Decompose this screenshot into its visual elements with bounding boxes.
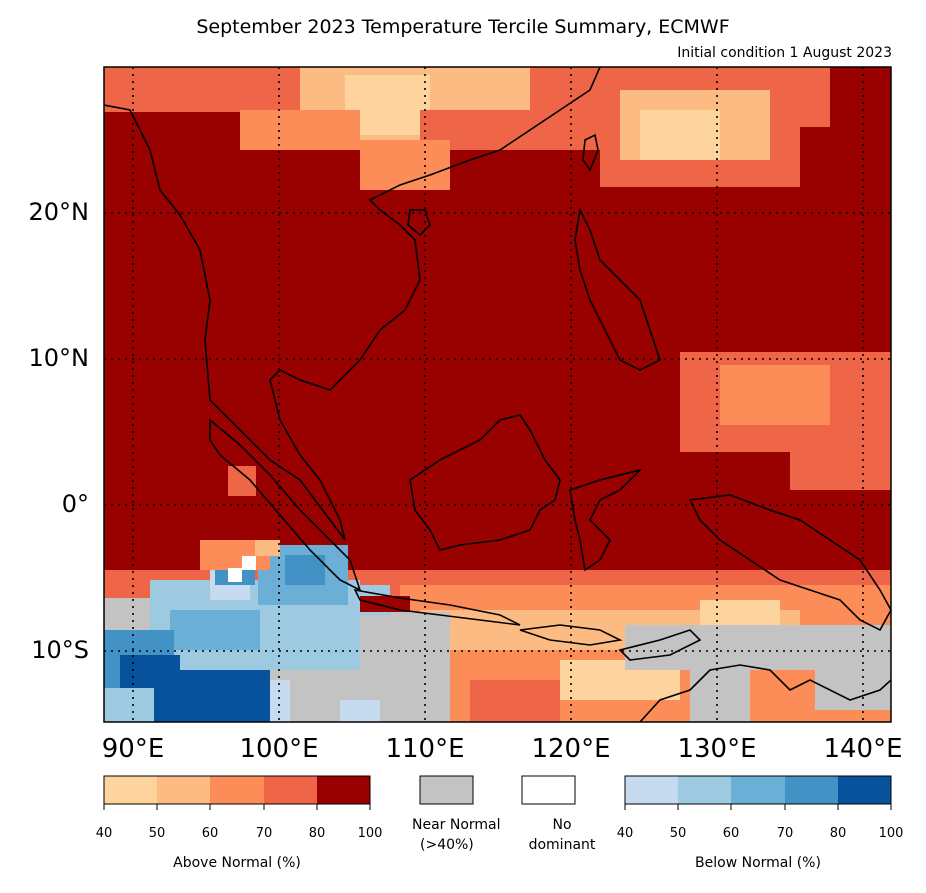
above-tick-80: 80 (308, 826, 326, 841)
map-title: September 2023 Temperature Tercile Summa… (196, 16, 730, 38)
field-above-70-bali (360, 596, 410, 612)
coastline-lesser-sunda (519, 624, 623, 646)
field-above-60-70-north3 (240, 110, 360, 150)
below-tick-50: 50 (669, 826, 687, 841)
coastline-new-guinea (688, 494, 891, 632)
coastline-borneo (409, 414, 561, 551)
lat-label-20n: 20°N (28, 198, 90, 226)
coastline-philippines (574, 207, 661, 371)
below-tick-100: 100 (878, 826, 904, 841)
lat-label-10s: 10°S (31, 636, 89, 664)
below-tick-40: 40 (616, 826, 634, 841)
no-dominant-caption-2: dominant (528, 837, 596, 853)
field-above-70-80-ne2 (770, 67, 830, 127)
map-frame (103, 66, 892, 723)
map-subtitle: Initial condition 1 August 2023 (677, 45, 892, 61)
coastline-australia (639, 664, 891, 722)
field-near-normal-mid (380, 612, 450, 722)
above-tick-40: 40 (95, 826, 113, 841)
field-above-70-east2 (790, 440, 891, 490)
above-tick-100: 100 (357, 826, 383, 841)
coastline-sumatra (209, 418, 362, 592)
field-above-60-70-south-china (360, 140, 450, 190)
lat-label-0: 0° (61, 490, 89, 518)
field-above-60-east (720, 365, 830, 425)
coastline-taiwan (582, 133, 599, 172)
no-dominant-caption-1: No (552, 817, 572, 833)
lon-label-110e: 110°E (385, 734, 465, 764)
above-tick-70: 70 (255, 826, 273, 841)
below-tick-60: 60 (722, 826, 740, 841)
above-tick-50: 50 (148, 826, 166, 841)
lon-label-100e: 100°E (239, 734, 319, 764)
near-normal-caption-1: Near Normal (412, 817, 501, 833)
field-below-40-50d (270, 680, 290, 722)
graticule (104, 67, 891, 722)
colorbar-above (103, 775, 371, 810)
below-tick-70: 70 (776, 826, 794, 841)
field-above-40-java (255, 540, 280, 556)
field-no-dominant-2 (242, 556, 256, 570)
field-below-80-east2 (285, 555, 325, 585)
field-no-dominant-1 (228, 568, 242, 582)
colorbar-near-normal (419, 775, 474, 805)
field-below-40-50e (340, 700, 380, 722)
lon-label-130e: 130°E (677, 734, 757, 764)
colorbar-below (624, 775, 892, 810)
field-near-normal-east2 (690, 665, 750, 722)
coastline-mainland (104, 67, 601, 541)
lat-label-10n: 10°N (28, 344, 90, 372)
colorbar-no-dominant (521, 775, 576, 805)
forecast-field (104, 67, 891, 722)
field-below-60-70 (170, 610, 260, 650)
below-caption: Below Normal (%) (695, 855, 821, 871)
near-normal-caption-2: (>40%) (420, 837, 474, 853)
lon-label-90e: 90°E (101, 734, 165, 764)
field-above-70-south4 (470, 680, 560, 722)
lon-label-120e: 120°E (531, 734, 611, 764)
coastline-timor (618, 629, 702, 661)
below-tick-80: 80 (829, 826, 847, 841)
coastlines (104, 67, 891, 722)
field-below-40-50c (104, 688, 154, 722)
field-below-80-100b (150, 670, 270, 722)
above-tick-60: 60 (201, 826, 219, 841)
coastline-sulawesi (569, 468, 643, 572)
above-caption: Above Normal (%) (173, 855, 301, 871)
lon-label-140e: 140°E (823, 734, 903, 764)
coastline-java (353, 588, 521, 626)
field-above-40-50-ne2 (640, 110, 720, 160)
